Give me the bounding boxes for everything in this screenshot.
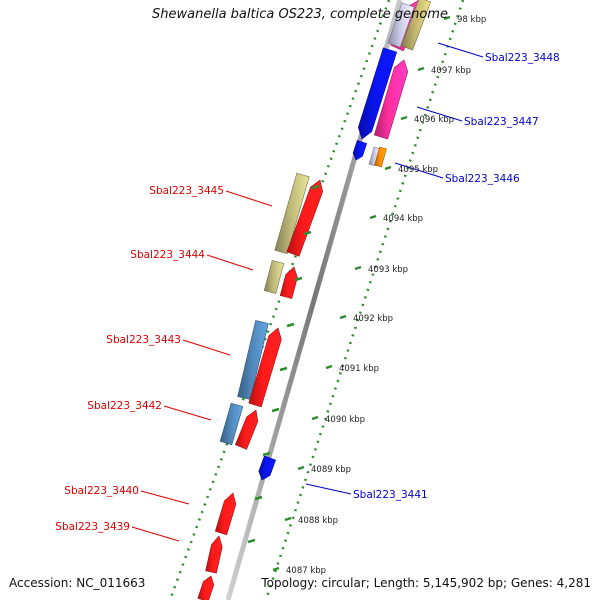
gene-khaki-top <box>401 0 431 51</box>
outer-tick-mark <box>294 276 303 282</box>
label-leader-line <box>206 254 254 271</box>
gene-blue-3441 <box>258 455 276 481</box>
outer-tick-mark <box>271 407 280 413</box>
gene-features <box>197 0 431 600</box>
tick-mark <box>384 165 392 171</box>
gene-label-sbal223_3448: Sbal223_3448 <box>485 52 560 64</box>
outer-tick-mark <box>286 322 295 328</box>
tick-mark <box>354 265 362 271</box>
outer-tick-mark <box>247 538 256 544</box>
map-title: Shewanella baltica OS223, complete genom… <box>152 7 448 22</box>
label-leader-line <box>305 483 352 495</box>
outer-tick-mark <box>303 230 312 236</box>
label-leader-line <box>182 339 231 356</box>
gene-khaki-3445 <box>274 172 310 255</box>
label-leader-line <box>225 190 273 207</box>
gene-label-sbal223_3442: Sbal223_3442 <box>87 400 162 412</box>
gene-label-sbal223_3447: Sbal223_3447 <box>464 116 539 128</box>
gene-lavender <box>387 2 415 48</box>
gene-steelblue-3443 <box>237 320 269 400</box>
label-leader-line <box>437 42 484 58</box>
tick-mark <box>369 214 377 220</box>
tick-mark <box>272 566 280 572</box>
tick-label: 4093 kbp <box>368 265 408 275</box>
tick-mark <box>443 15 451 21</box>
accession-text: Accession: NC_011663 <box>9 576 146 590</box>
tick-mark <box>311 415 319 421</box>
label-leader-line <box>140 490 190 505</box>
tick-label: 4096 kbp <box>414 115 454 125</box>
gene-label-sbal223_3444: Sbal223_3444 <box>130 249 205 261</box>
outer-tick-mark <box>279 366 288 372</box>
tick-label: 4095 kbp <box>398 165 438 175</box>
tick-mark <box>297 465 305 471</box>
tick-label: 4089 kbp <box>311 465 351 475</box>
gene-red-bottom <box>197 575 215 600</box>
inner-dotted-ring <box>264 0 465 600</box>
tick-marks: 98 kbp 4097 kbp 4096 kbp 4095 kbp 4094 kbp 40… <box>247 15 486 576</box>
tick-mark <box>417 66 425 72</box>
topology-text: Topology: circular; Length: 5,145,902 bp… <box>261 576 591 590</box>
outer-tick-mark <box>254 495 263 501</box>
gene-red-3439 <box>205 535 223 574</box>
tick-mark <box>284 516 292 522</box>
label-leader-line <box>163 405 212 421</box>
label-leader-line <box>416 106 463 122</box>
gene-red-3445 <box>286 179 324 257</box>
tick-label: 4087 kbp <box>286 566 326 576</box>
label-leader-line <box>131 526 180 542</box>
tick-label: 4092 kbp <box>353 314 393 324</box>
tick-label: 4088 kbp <box>298 516 338 526</box>
gene-pink-1 <box>373 59 409 140</box>
outer-tick-mark <box>311 184 320 190</box>
tick-label: 4090 kbp <box>325 415 365 425</box>
gene-label-sbal223_3440: Sbal223_3440 <box>64 485 139 497</box>
gene-label-sbal223_3441: Sbal223_3441 <box>353 489 428 501</box>
gene-label-sbal223_3445: Sbal223_3445 <box>149 185 224 197</box>
gene-red-3440 <box>214 492 237 536</box>
tick-label: 4097 kbp <box>431 66 471 76</box>
gene-blue-reverse-1 <box>357 47 398 140</box>
tick-label: 4091 kbp <box>339 364 379 374</box>
gene-orange <box>374 146 387 168</box>
outer-tick-mark <box>262 451 271 457</box>
outer-dotted-ring <box>168 0 391 600</box>
tick-label: 98 kbp <box>457 15 486 25</box>
gene-red-3442 <box>235 409 259 450</box>
tick-mark <box>325 364 333 370</box>
label-leader-line <box>394 162 444 179</box>
gene-steelblue-3442 <box>219 402 244 446</box>
gene-khaki-3444 <box>263 260 285 294</box>
tick-label: 4094 kbp <box>383 214 423 224</box>
gene-blue-reverse-2 <box>352 140 368 161</box>
gene-label-sbal223_3443: Sbal223_3443 <box>106 334 181 346</box>
gene-red-3444 <box>279 266 298 299</box>
gene-label-sbal223_3439: Sbal223_3439 <box>55 521 130 533</box>
gene-labels: Sbal223_3448 Sbal223_3447 Sbal223_3446 Sbal… <box>55 52 559 533</box>
tick-mark <box>400 115 408 121</box>
gene-red-3443 <box>248 327 282 408</box>
tick-mark <box>339 314 347 320</box>
gene-label-sbal223_3446: Sbal223_3446 <box>445 173 520 185</box>
label-leaders <box>131 42 484 542</box>
